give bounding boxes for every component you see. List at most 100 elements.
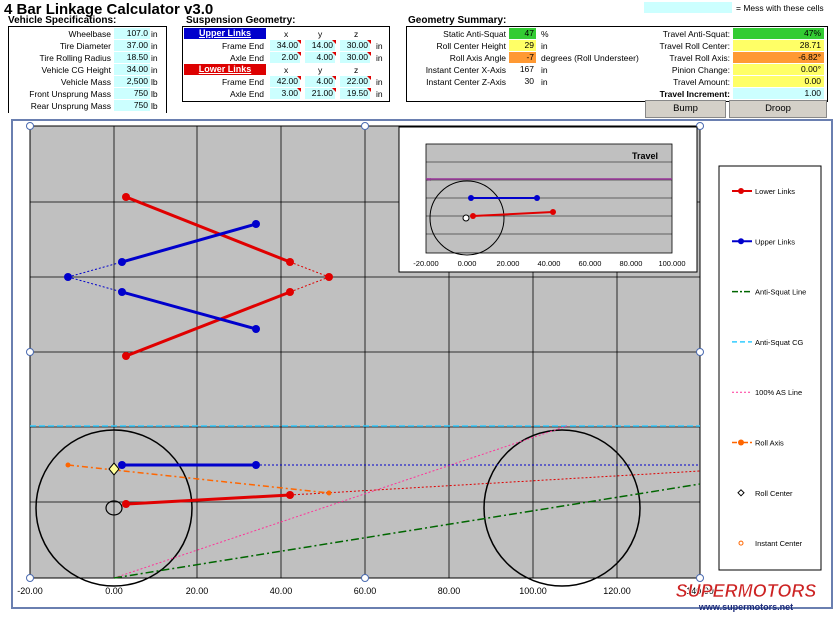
- link-unit: in: [376, 53, 383, 63]
- geometry-unit: in: [541, 65, 548, 75]
- axis-col-header: y: [318, 29, 323, 39]
- geometry-label: Roll Axis Angle: [449, 53, 506, 63]
- x-tick-label: 140.00: [686, 586, 714, 596]
- vehicle-spec-unit: in: [151, 65, 158, 75]
- link-coord-x[interactable]: 42.00: [270, 76, 300, 87]
- vehicle-spec-value[interactable]: 18.50: [114, 52, 150, 63]
- link-coord-y[interactable]: 4.00: [305, 52, 335, 63]
- axis-col-header: y: [318, 65, 323, 75]
- lower-link-point: [325, 273, 333, 281]
- resize-handle: [26, 122, 34, 130]
- upper-link-point: [252, 325, 260, 333]
- vehicle-spec-unit: lb: [151, 101, 158, 111]
- comment-indicator: [297, 40, 301, 44]
- lower-link-line: [125, 195, 291, 264]
- legend-label: 100% AS Line: [755, 388, 802, 397]
- travel-value[interactable]: 1.00: [733, 88, 824, 99]
- travel-value: 47%: [733, 28, 824, 39]
- link-coord-y[interactable]: 4.00: [305, 76, 335, 87]
- inset-lower-point: [550, 209, 556, 215]
- lower-link-ext: [289, 261, 330, 278]
- lower-link-point: [286, 258, 294, 266]
- lower-link-point: [122, 500, 130, 508]
- upper-link-point: [118, 258, 126, 266]
- geometry-unit: %: [541, 29, 549, 39]
- resize-handle: [696, 122, 704, 130]
- geometry-value: 167: [519, 64, 534, 74]
- geometry-unit: in: [541, 41, 548, 51]
- lower-link-point: [286, 491, 294, 499]
- link-coord-y[interactable]: 14.00: [305, 40, 335, 51]
- inset-upper-point: [534, 195, 540, 201]
- legend-marker: [738, 188, 744, 194]
- geometry-label: Instant Center X-Axis: [425, 65, 506, 75]
- lower-link-point: [122, 193, 130, 201]
- vehicle-spec-value[interactable]: 2,500: [114, 76, 150, 87]
- comment-indicator: [332, 88, 336, 92]
- vehicle-spec-value[interactable]: 750: [114, 100, 150, 111]
- legend-marker: [738, 238, 744, 245]
- legend-label: Anti-Squat CG: [755, 338, 804, 347]
- link-end-label: Frame End: [221, 77, 264, 87]
- travel-label: Travel Increment:: [659, 89, 730, 99]
- inset-title: Travel: [632, 151, 658, 161]
- anti-squat-line: [113, 483, 701, 579]
- page-title: 4 Bar Linkage Calculator v3.0: [4, 1, 214, 18]
- x-tick-label: 120.00: [603, 586, 631, 596]
- travel-label: Travel Amount:: [673, 77, 730, 87]
- x-tick-label: 40.00: [270, 586, 293, 596]
- comment-indicator: [332, 52, 336, 56]
- geometry-label: Roll Center Height: [436, 41, 506, 51]
- bump-button[interactable]: Bump: [645, 100, 726, 118]
- comment-indicator: [332, 40, 336, 44]
- inset-tick-label: 40.000: [538, 259, 561, 268]
- lower-link-ext: [289, 276, 330, 293]
- link-coord-z[interactable]: 19.50: [340, 88, 370, 99]
- lower-link-point: [122, 352, 130, 360]
- geometry-label: Instant Center Z-Axis: [426, 77, 506, 87]
- legend-label: Roll Center: [755, 489, 793, 498]
- droop-button[interactable]: Droop: [729, 100, 827, 118]
- link-coord-z[interactable]: 30.00: [340, 52, 370, 63]
- upper-link-point: [252, 461, 260, 469]
- upper-link-point: [252, 220, 260, 228]
- link-coord-x[interactable]: 2.00: [270, 52, 300, 63]
- link-coord-z[interactable]: 30.00: [340, 40, 370, 51]
- front-tire: [483, 429, 641, 587]
- inset-tick-label: -20.000: [413, 259, 438, 268]
- lower-link-line: [125, 493, 291, 506]
- linkage-chart: -20.00 0.00 20.00 40.00 60.00 80.00 100.00 120.…: [11, 119, 833, 612]
- vehicle-spec-label: Wheelbase: [68, 29, 111, 39]
- vehicle-spec-unit: in: [151, 29, 158, 39]
- vehicle-spec-unit: lb: [151, 89, 158, 99]
- vehicle-spec-value[interactable]: 107.0: [114, 28, 150, 39]
- x-tick-label: -20.00: [17, 586, 43, 596]
- legend-label: Roll Axis: [755, 439, 784, 448]
- link-coord-y[interactable]: 21.00: [305, 88, 335, 99]
- rear-tire: [35, 429, 193, 587]
- x-tick-label: 80.00: [438, 586, 461, 596]
- travel-value: 0.00: [733, 76, 824, 87]
- travel-value: 0.00°: [733, 64, 824, 75]
- inset-upper-point: [468, 195, 474, 201]
- comment-indicator: [367, 52, 371, 56]
- axis-col-header: z: [354, 65, 359, 75]
- vehicle-spec-value[interactable]: 37.00: [114, 40, 150, 51]
- link-coord-x[interactable]: 3.00: [270, 88, 300, 99]
- vehicle-spec-value[interactable]: 750: [114, 88, 150, 99]
- vehicle-spec-value[interactable]: 34.00: [114, 64, 150, 75]
- upper-link-point: [64, 273, 72, 281]
- geometry-label: Static Anti-Squat: [443, 29, 506, 39]
- vehicle-specs-header: Vehicle Specifications:: [8, 15, 117, 26]
- upper-link-ext: [67, 276, 123, 293]
- vehicle-spec-label: Front Unsprung Mass: [29, 89, 111, 99]
- link-end-label: Axle End: [229, 53, 264, 63]
- vehicle-spec-label: Vehicle CG Height: [41, 65, 111, 75]
- resize-handle: [26, 348, 34, 356]
- resize-handle: [361, 574, 369, 582]
- link-end-label: Axle End: [229, 89, 264, 99]
- vehicle-spec-label: Rear Unsprung Mass: [30, 101, 111, 111]
- link-coord-z[interactable]: 22.00: [340, 76, 370, 87]
- inset-tick-label: 20.000: [497, 259, 520, 268]
- link-coord-x[interactable]: 34.00: [270, 40, 300, 51]
